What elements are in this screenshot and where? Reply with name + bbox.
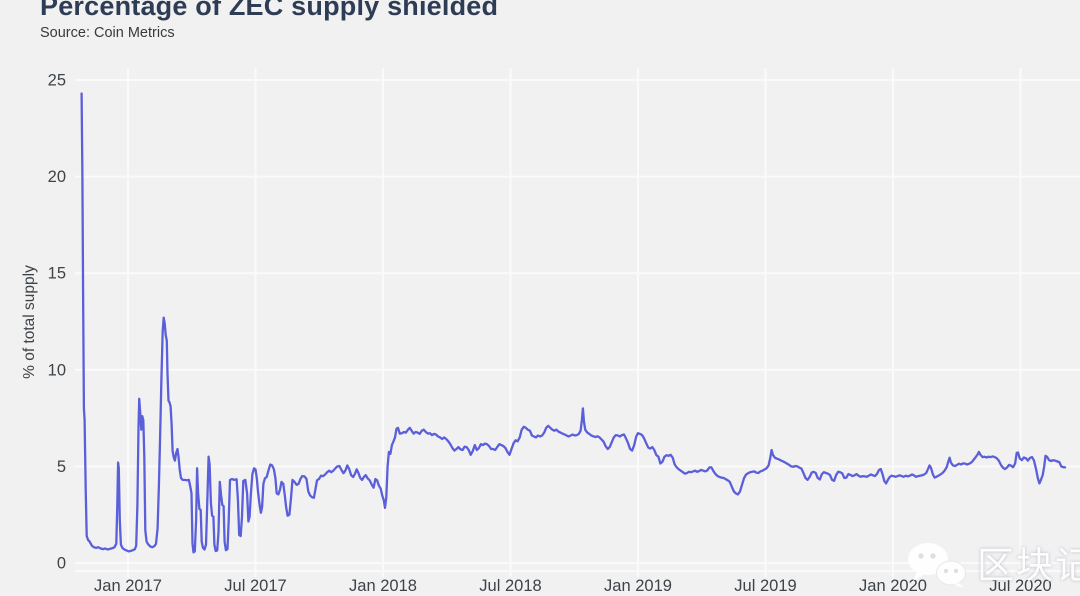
series-line xyxy=(80,92,1067,554)
x-tick-label: Jul 2020 xyxy=(989,577,1051,595)
watermark: 区块记 xyxy=(903,540,1080,595)
x-tick-label: Jul 2017 xyxy=(224,577,286,595)
x-tick-label: Jan 2019 xyxy=(604,577,672,595)
y-tick-label: 25 xyxy=(48,72,66,90)
x-tick-label: Jul 2018 xyxy=(479,577,541,595)
page-title: Percentage of ZEC supply shielded xyxy=(40,0,499,21)
y-axis-title: % of total supply xyxy=(21,265,38,379)
y-tick-label: 5 xyxy=(57,458,66,476)
watermark-text: 区块记 xyxy=(977,545,1080,586)
wechat-chat-bubbles-icon xyxy=(903,540,969,595)
y-tick-label: 0 xyxy=(57,555,66,573)
x-tick-label: Jan 2020 xyxy=(859,577,927,595)
chart-source: Source: Coin Metrics xyxy=(40,25,175,41)
x-tick-label: Jul 2019 xyxy=(734,577,796,595)
y-tick-label: 10 xyxy=(48,361,66,379)
x-tick-label: Jan 2018 xyxy=(349,577,417,595)
x-tick-label: Jan 2017 xyxy=(94,577,162,595)
y-tick-label: 20 xyxy=(48,168,66,186)
y-tick-label: 15 xyxy=(48,265,66,283)
